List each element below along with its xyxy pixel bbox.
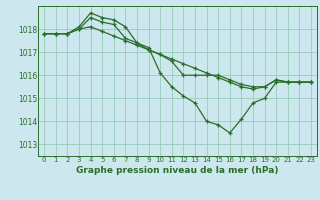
X-axis label: Graphe pression niveau de la mer (hPa): Graphe pression niveau de la mer (hPa) bbox=[76, 166, 279, 175]
